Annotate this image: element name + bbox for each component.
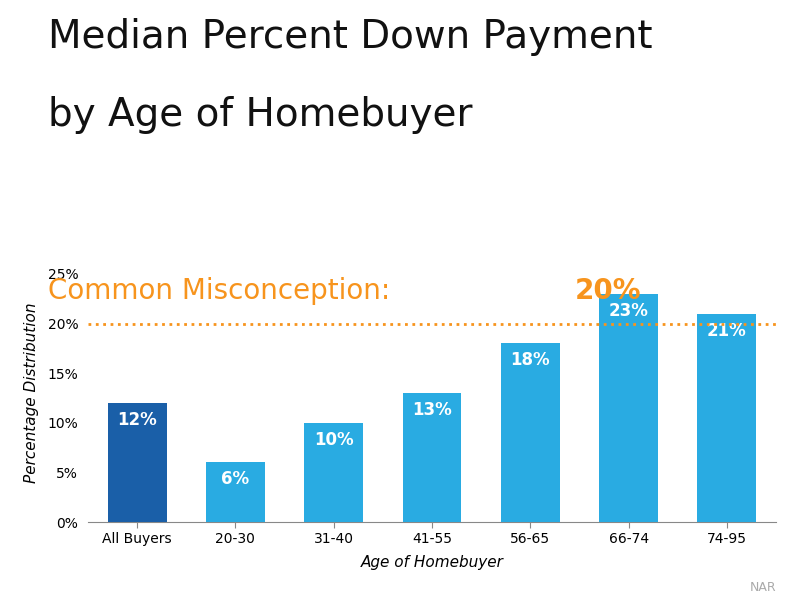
Text: Common Misconception:: Common Misconception:: [48, 277, 398, 305]
Y-axis label: Percentage Distribution: Percentage Distribution: [24, 303, 39, 483]
Bar: [206, 463, 265, 522]
Text: 12%: 12%: [118, 411, 157, 429]
Text: 18%: 18%: [510, 352, 550, 370]
Text: 21%: 21%: [707, 322, 746, 340]
Text: NAR: NAR: [750, 581, 776, 594]
Bar: [304, 423, 363, 522]
Text: 23%: 23%: [609, 302, 649, 320]
Bar: [108, 403, 166, 522]
Bar: [501, 343, 560, 522]
Bar: [698, 314, 756, 522]
Text: 10%: 10%: [314, 431, 354, 449]
Bar: [402, 393, 462, 522]
Text: 13%: 13%: [412, 401, 452, 419]
Text: 20%: 20%: [574, 277, 641, 305]
Text: Median Percent Down Payment: Median Percent Down Payment: [48, 18, 653, 56]
Bar: [599, 294, 658, 522]
Text: by Age of Homebuyer: by Age of Homebuyer: [48, 96, 473, 134]
X-axis label: Age of Homebuyer: Age of Homebuyer: [361, 555, 503, 570]
Text: 6%: 6%: [222, 470, 250, 488]
